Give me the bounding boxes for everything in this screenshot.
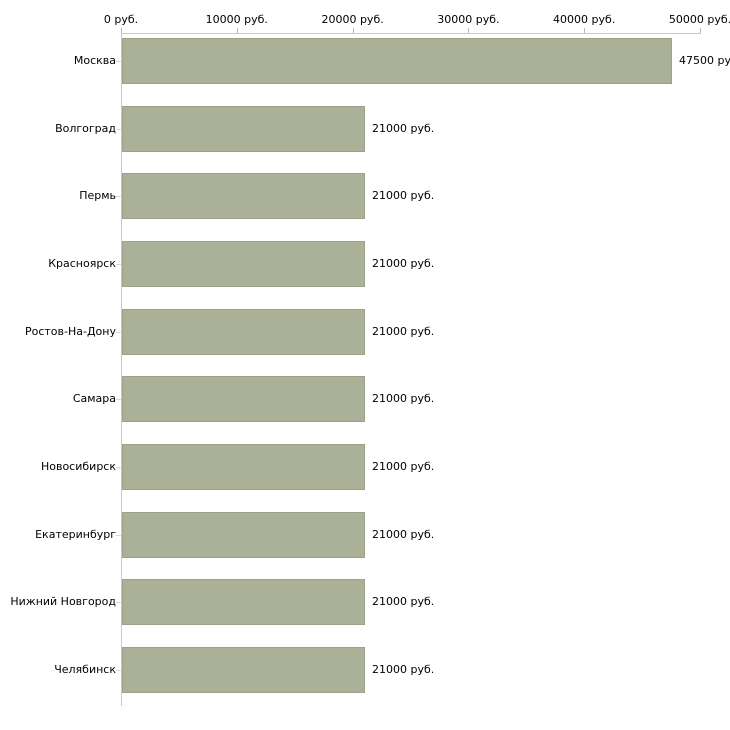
value-label: 21000 руб. — [372, 122, 435, 135]
row-tick-mark — [116, 399, 121, 400]
row-tick-mark — [116, 535, 121, 536]
row-tick-mark — [116, 602, 121, 603]
category-label: Самара — [72, 392, 116, 405]
category-label: Екатеринбург — [35, 528, 116, 541]
bar — [122, 106, 365, 152]
x-tick-label: 20000 руб. — [321, 13, 384, 26]
bar — [122, 241, 365, 287]
row-tick-mark — [116, 467, 121, 468]
bar — [122, 647, 365, 693]
x-tick-label: 50000 руб. — [668, 13, 730, 26]
x-tick-label: 40000 руб. — [553, 13, 616, 26]
x-tick-mark — [121, 28, 122, 34]
x-tick-mark — [468, 28, 470, 34]
x-axis-line — [121, 33, 701, 34]
bar — [122, 376, 365, 422]
category-label: Новосибирск — [40, 460, 116, 473]
row-tick-mark — [116, 264, 121, 265]
row-tick-mark — [116, 670, 121, 671]
row-tick-mark — [116, 61, 121, 62]
x-tick-mark — [700, 28, 701, 34]
bar — [122, 309, 365, 355]
bar — [122, 512, 365, 558]
x-tick-label: 30000 руб. — [437, 13, 500, 26]
category-label: Челябинск — [54, 663, 116, 676]
value-label: 21000 руб. — [372, 663, 435, 676]
value-label: 21000 руб. — [372, 325, 435, 338]
category-label: Пермь — [79, 189, 116, 202]
bar — [122, 444, 365, 490]
x-tick-label: 10000 руб. — [205, 13, 268, 26]
row-tick-mark — [116, 196, 121, 197]
x-tick-mark — [352, 28, 354, 34]
x-tick-label: 0 руб. — [103, 13, 139, 26]
category-label: Нижний Новгород — [10, 595, 116, 608]
value-label: 21000 руб. — [372, 189, 435, 202]
row-tick-mark — [116, 129, 121, 130]
value-label: 47500 руб. — [679, 54, 730, 67]
category-label: Ростов-На-Дону — [24, 325, 116, 338]
bar — [122, 173, 365, 219]
y-axis-line — [121, 33, 122, 706]
value-label: 21000 руб. — [372, 257, 435, 270]
x-tick-mark — [236, 28, 238, 34]
value-label: 21000 руб. — [372, 460, 435, 473]
category-label: Москва — [73, 54, 116, 67]
x-tick-mark — [584, 28, 586, 34]
value-label: 21000 руб. — [372, 595, 435, 608]
bar — [122, 38, 672, 84]
category-label: Красноярск — [48, 257, 116, 270]
value-label: 21000 руб. — [372, 528, 435, 541]
bar — [122, 579, 365, 625]
value-label: 21000 руб. — [372, 392, 435, 405]
row-tick-mark — [116, 332, 121, 333]
category-label: Волгоград — [55, 122, 116, 135]
